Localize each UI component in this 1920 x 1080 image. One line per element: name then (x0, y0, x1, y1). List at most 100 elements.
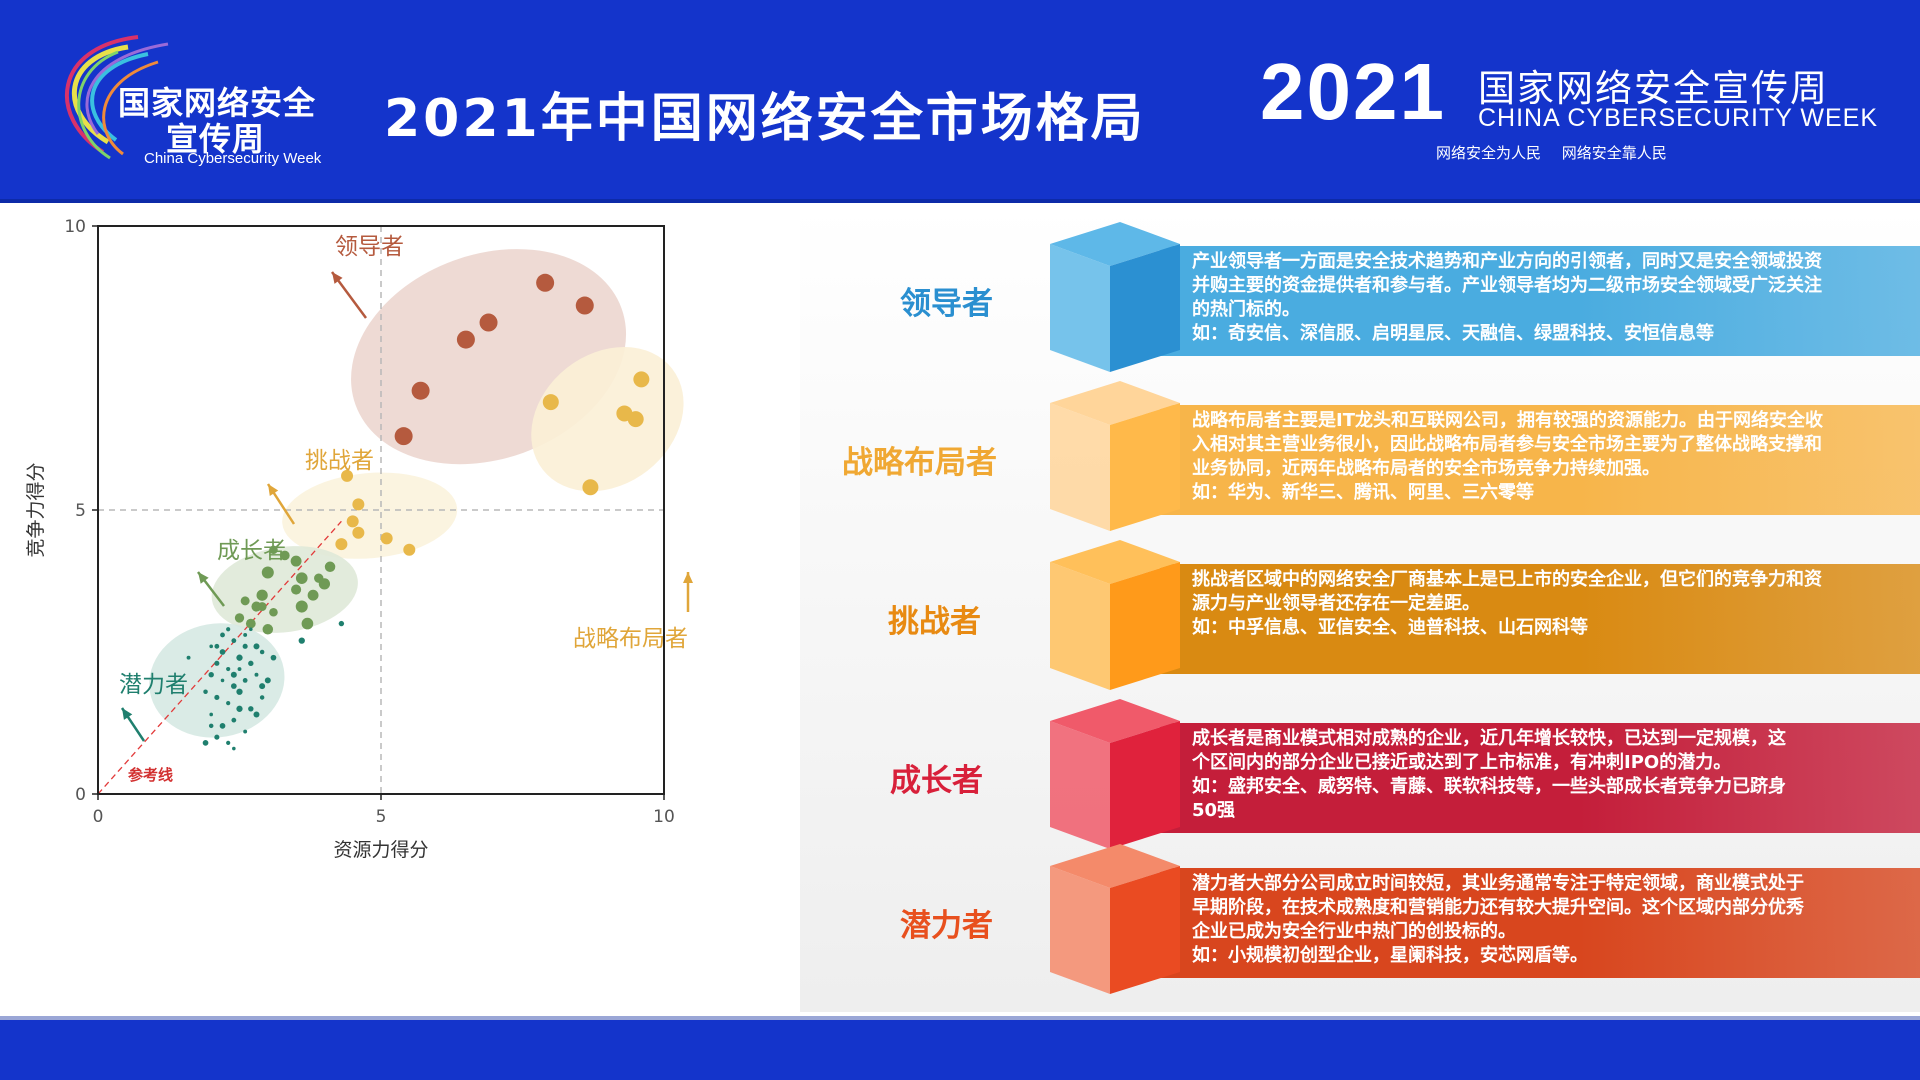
data-point-4-19 (259, 695, 265, 700)
data-point-3-10 (269, 607, 278, 617)
data-point-4-18 (248, 706, 254, 712)
category-description-line: 如：华为、新华三、腾讯、阿里、三六零等 (1192, 482, 1534, 503)
data-point-4-9 (259, 649, 265, 655)
data-point-4-0 (209, 644, 213, 649)
category-band-2 (1160, 564, 1920, 674)
logo-right-cn: 国家网络安全宣传周 (1478, 67, 1829, 110)
category-label-1: 战略布局者 (842, 445, 997, 481)
data-point-4-44 (259, 683, 266, 690)
reference-line (97, 520, 342, 795)
x-tick-label-2: 10 (653, 807, 675, 827)
data-point-2-0 (341, 469, 354, 482)
reference-line-label: 参考线 (128, 766, 173, 784)
category-label-0: 领导者 (900, 286, 993, 322)
data-point-1-4 (582, 479, 599, 496)
data-point-3-6 (295, 572, 308, 584)
category-label-3: 成长者 (890, 763, 983, 799)
data-point-3-2 (290, 555, 302, 567)
data-point-4-7 (236, 654, 243, 661)
x-tick-label-0: 0 (93, 807, 104, 827)
annotation-arrowhead-0 (332, 272, 343, 284)
logo-left-line2: 宣传周 (166, 120, 266, 158)
data-point-4-34 (230, 671, 237, 678)
data-point-4-24 (253, 711, 260, 718)
data-point-2-6 (403, 543, 416, 556)
y-tick-label-2: 10 (64, 217, 86, 237)
data-point-4-12 (242, 678, 248, 683)
cube-icon-2 (1050, 540, 1180, 690)
annotation-label-1: 挑战者 (305, 448, 374, 474)
x-axis-label: 资源力得分 (333, 839, 428, 861)
annotation-label-2: 成长者 (217, 538, 286, 564)
data-point-1-3 (633, 371, 650, 388)
cube-icon-4 (1050, 844, 1180, 994)
category-description-line: 如：奇安信、深信服、启明星辰、天融信、绿盟科技、安恒信息等 (1192, 323, 1714, 344)
data-point-4-1 (219, 649, 226, 655)
category-description-line: 早期阶段，在技术成熟度和营销能力还有较大提升空间。这个区域内部分优秀 (1192, 897, 1804, 918)
y-tick-label-1: 5 (75, 501, 86, 521)
data-point-3-18 (291, 584, 302, 595)
data-point-4-3 (243, 633, 248, 637)
category-description-4: 潜力者大部分公司成立时间较短，其业务通常专注于特定领域，商业模式处于 早期阶段，在… (1192, 872, 1914, 976)
data-point-3-3 (261, 566, 274, 579)
category-description-line: 战略布局者主要是IT龙头和互联网公司，拥有较强的资源能力。由于网络安全收 (1192, 410, 1823, 431)
data-point-4-20 (209, 712, 213, 717)
annotation-arrowhead-1 (268, 484, 279, 496)
data-point-4-38 (338, 620, 345, 627)
y-axis-label: 竞争力得分 (25, 462, 47, 557)
data-point-4-6 (226, 666, 231, 672)
data-point-4-39 (208, 723, 214, 729)
data-point-4-15 (214, 694, 220, 700)
logo-right-en: CHINA CYBERSECURITY WEEK (1478, 104, 1879, 132)
category-description-line: 业务协同，近两年战略布局者的安全市场竞争力持续加强。 (1192, 458, 1660, 479)
data-point-4-33 (186, 655, 191, 660)
data-point-4-21 (219, 722, 226, 729)
data-point-3-19 (318, 578, 331, 590)
annotation-label-0: 领导者 (335, 234, 404, 260)
category-label-4: 潜力者 (900, 908, 993, 944)
category-description-line: 挑战者区域中的网络安全厂商基本上是已上市的安全企业，但它们的竞争力和资 (1192, 569, 1822, 590)
category-description-line: 产业领导者一方面是安全技术趋势和产业方向的引领者，同时又是安全领域投资 (1192, 251, 1822, 272)
data-point-1-0 (542, 394, 559, 411)
logo-left-line1: 国家网络安全 (118, 84, 317, 122)
group-region-2 (282, 472, 458, 559)
data-point-2-3 (352, 526, 365, 539)
data-point-4-27 (236, 705, 243, 712)
data-point-3-16 (301, 617, 314, 630)
data-point-4-26 (226, 740, 231, 745)
category-description-line: 成长者是商业模式相对成熟的企业，近几年增长较快，已达到一定规模，这 (1192, 728, 1786, 749)
data-point-4-30 (249, 627, 253, 632)
data-point-4-25 (214, 734, 220, 740)
category-description-line: 企业已成为安全行业中热门的创投标的。 (1192, 921, 1516, 942)
chart-panel: 参考线 0 0 5 5 10 10 资源力得分 竞争力得分 领导者 挑战者 成长者 潜力者 战略布局者 (14, 206, 798, 1012)
swirl-logo-icon (65, 35, 169, 160)
cube-icon-1 (1050, 381, 1180, 531)
data-point-3-1 (279, 550, 290, 561)
data-point-4-8 (248, 660, 254, 667)
data-point-4-43 (237, 667, 242, 671)
data-point-4-14 (264, 677, 271, 684)
data-point-4-29 (203, 689, 208, 695)
data-point-3-17 (257, 602, 267, 612)
logo-slogan: 网络安全为人民 网络安全靠人民 (1436, 144, 1667, 162)
category-description-line: 并购主要的资金提供者和参与者。产业领导者均为二级市场安全领域受广泛关注 (1192, 275, 1822, 296)
category-description-0: 产业领导者一方面是安全技术趋势和产业方向的引领者，同时又是安全领域投资 并购主要的… (1192, 250, 1914, 354)
data-point-1-2 (627, 411, 644, 428)
footer-divider (0, 1016, 1920, 1020)
category-description-line: 如：小规模初创型企业，星阑科技，安芯网盾等。 (1192, 945, 1588, 966)
category-description-2: 挑战者区域中的网络安全厂商基本上是已上市的安全企业，但它们的竞争力和资 源力与产业… (1192, 568, 1914, 672)
data-point-4-28 (208, 672, 214, 678)
logo-left-en: China Cybersecurity Week (144, 150, 322, 167)
annotation-label-4: 战略布局者 (573, 626, 688, 652)
category-description-line: 如：盛邦安全、威努特、青藤、联软科技等，一些头部成长者竞争力已跻身 (1192, 776, 1786, 797)
data-point-2-1 (352, 498, 365, 511)
group-region-3 (211, 546, 358, 633)
data-point-2-4 (335, 538, 348, 551)
data-point-4-16 (226, 701, 231, 706)
y-tick-label-0: 0 (75, 785, 86, 805)
page-title: 2021年中国网络安全市场格局 (384, 89, 1146, 149)
category-description-line: 50强 (1192, 800, 1236, 821)
data-point-4-5 (214, 660, 220, 666)
data-point-0-4 (536, 273, 555, 292)
cyber-week-logo-left: 国家网络安全 宣传周 China Cybersecurity Week (48, 22, 338, 172)
